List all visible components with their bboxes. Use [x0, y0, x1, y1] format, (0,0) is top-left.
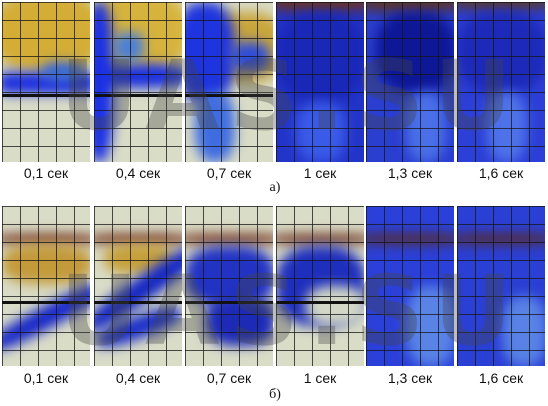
frame-b-3-photo [185, 206, 273, 366]
frame-a-1-photo [2, 2, 90, 162]
frame-b-2-photo [94, 206, 182, 366]
frame-b-4-photo [276, 206, 364, 366]
caption-b-5: 1,3 сек [387, 370, 433, 386]
frame-b-6-photo [457, 206, 545, 366]
frame-b-5-photo [366, 206, 454, 366]
caption-a-6: 1,6 сек [478, 165, 524, 181]
caption-b-1: 0,1 сек [23, 370, 69, 386]
caption-a-4: 1 сек [303, 165, 337, 181]
row-label-a: а) [269, 180, 281, 195]
caption-a-5: 1,3 сек [387, 165, 433, 181]
caption-b-4: 1 сек [303, 370, 337, 386]
caption-a-1: 0,1 сек [23, 165, 69, 181]
frame-a-3-photo [185, 2, 273, 162]
caption-b-2: 0,4 сек [115, 370, 161, 386]
frame-a-5-photo [366, 2, 454, 162]
row-label-b: б) [269, 387, 281, 402]
frame-a-6-photo [457, 2, 545, 162]
frame-b-1-photo [2, 206, 90, 366]
caption-a-3: 0,7 сек [206, 165, 252, 181]
caption-a-2: 0,4 сек [115, 165, 161, 181]
caption-b-3: 0,7 сек [206, 370, 252, 386]
frame-a-2-photo [94, 2, 182, 162]
frame-a-4-photo [276, 2, 364, 162]
caption-b-6: 1,6 сек [478, 370, 524, 386]
